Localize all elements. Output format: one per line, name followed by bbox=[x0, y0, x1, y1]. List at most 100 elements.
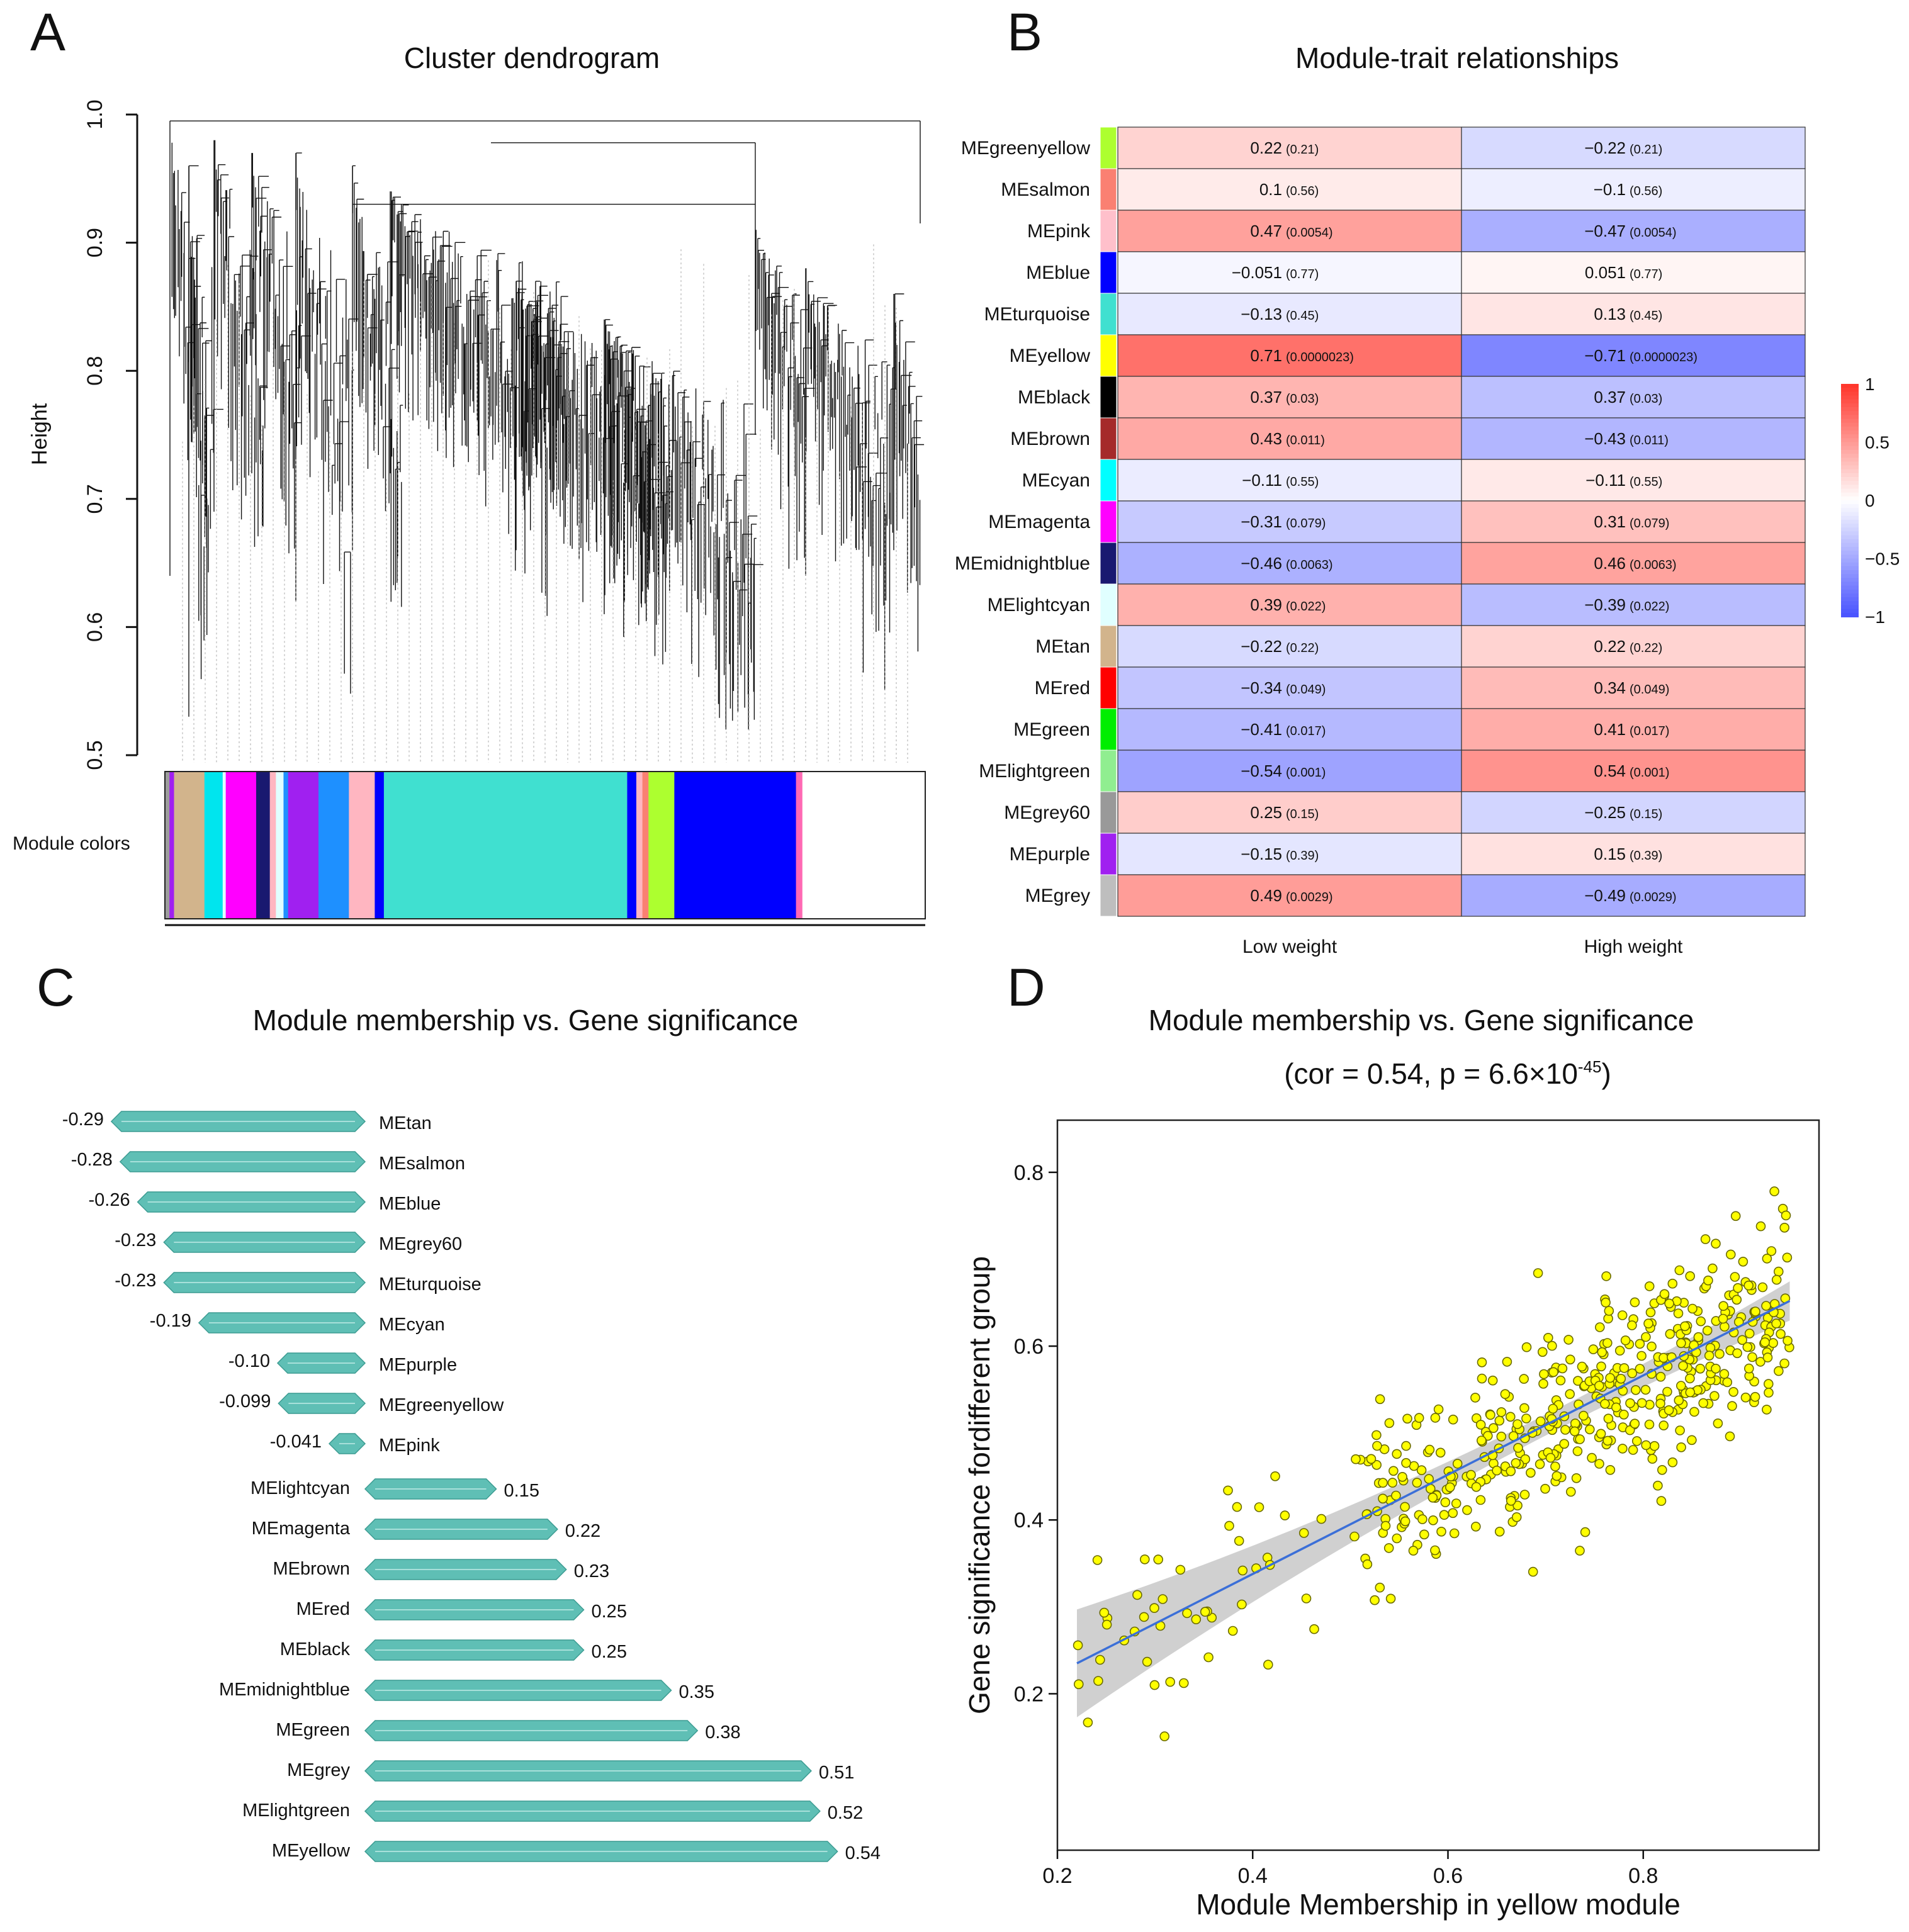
scatter-point bbox=[1616, 1374, 1626, 1384]
colorbar-step bbox=[1841, 554, 1859, 559]
module-label: MEblue bbox=[1026, 262, 1090, 283]
bar-value-label: -0.26 bbox=[88, 1190, 130, 1210]
heatmap-cell bbox=[1461, 542, 1806, 585]
scatter-point bbox=[1673, 1308, 1684, 1318]
scatter-point bbox=[1675, 1425, 1685, 1435]
module-color-segment bbox=[374, 772, 385, 919]
scatter-point bbox=[1428, 1515, 1438, 1525]
cell-pvalue: (0.022) bbox=[1286, 600, 1326, 614]
scatter-point bbox=[1511, 1512, 1522, 1522]
scatter-point bbox=[1387, 1478, 1398, 1488]
cell-value: 0.43 bbox=[1250, 429, 1282, 448]
scatter-point bbox=[1565, 1354, 1575, 1365]
scatter-point bbox=[1711, 1364, 1721, 1374]
heatmap-cell bbox=[1117, 417, 1462, 460]
scatter-point bbox=[1658, 1352, 1669, 1363]
scatter-point bbox=[1635, 1364, 1645, 1374]
scatter-point bbox=[1539, 1369, 1549, 1379]
scatter-point bbox=[1685, 1387, 1696, 1398]
scatter-point bbox=[1641, 1332, 1651, 1342]
scatter-point bbox=[1602, 1338, 1613, 1348]
scatter-point bbox=[1676, 1442, 1686, 1452]
colorbar-step bbox=[1841, 589, 1859, 594]
x-tick-label: 0.6 bbox=[1433, 1864, 1463, 1888]
panel-a: A Cluster dendrogram Height 0.5 0.6 0.7 0.8… bbox=[13, 3, 926, 926]
scatter-point bbox=[1139, 1612, 1149, 1622]
scatter-point bbox=[1667, 1457, 1678, 1468]
bar-module-label: MElightcyan bbox=[251, 1478, 350, 1498]
scatter-point bbox=[1436, 1527, 1446, 1537]
cell-pvalue: (0.03) bbox=[1286, 392, 1319, 406]
module-swatch bbox=[1100, 293, 1117, 335]
bar-value-label: -0.10 bbox=[228, 1351, 270, 1371]
module-color-segment bbox=[648, 772, 675, 919]
scatter-point bbox=[1263, 1660, 1273, 1670]
cell-pvalue: (0.0054) bbox=[1630, 226, 1677, 240]
scatter-point bbox=[1644, 1281, 1655, 1291]
scatter-point bbox=[1378, 1478, 1388, 1488]
colorbar-step bbox=[1841, 458, 1859, 463]
scatter-point bbox=[1595, 1322, 1605, 1332]
scatter-point bbox=[1674, 1265, 1685, 1276]
column-label: Low weight bbox=[1242, 936, 1337, 957]
scatter-point bbox=[1764, 1388, 1774, 1398]
scatter-point bbox=[1563, 1335, 1574, 1345]
scatter-point bbox=[1506, 1466, 1516, 1476]
scatter-point bbox=[1575, 1546, 1585, 1556]
bar-module-label: MEblack bbox=[280, 1639, 351, 1660]
cell-pvalue: (0.017) bbox=[1630, 724, 1669, 738]
scatter-point bbox=[1550, 1461, 1560, 1471]
scatter-point bbox=[1132, 1590, 1142, 1600]
colorbar-step bbox=[1841, 605, 1859, 610]
scatter-point bbox=[1571, 1473, 1582, 1483]
cell-pvalue: (0.21) bbox=[1286, 143, 1319, 157]
colorbar-step bbox=[1841, 473, 1859, 478]
cell-value: −0.43 bbox=[1584, 429, 1626, 448]
scatter-point bbox=[1764, 1379, 1774, 1389]
cell-pvalue: (0.77) bbox=[1286, 267, 1319, 281]
scatter-point bbox=[1191, 1614, 1202, 1624]
dendrogram-leaf-guides bbox=[182, 244, 908, 763]
bar-module-label: MEbrown bbox=[273, 1559, 351, 1579]
module-color-strip bbox=[164, 771, 926, 919]
scatter-point bbox=[1412, 1478, 1422, 1488]
scatter-point bbox=[1774, 1266, 1784, 1277]
scatter-point bbox=[1762, 1352, 1773, 1362]
cell-value: −0.31 bbox=[1241, 512, 1282, 531]
cell-pvalue: (0.55) bbox=[1630, 475, 1662, 489]
scatter-point bbox=[1658, 1420, 1669, 1430]
scatter-point bbox=[1401, 1457, 1411, 1468]
cell-value: 0.31 bbox=[1594, 512, 1626, 531]
colorbar-step bbox=[1841, 485, 1859, 490]
scatter-point bbox=[1560, 1425, 1570, 1435]
scatter-point bbox=[1781, 1210, 1791, 1221]
scatter-point bbox=[1588, 1344, 1599, 1354]
colorbar-tick-label: −0.5 bbox=[1865, 549, 1900, 569]
module-swatch bbox=[1100, 376, 1117, 418]
scatter-point bbox=[1704, 1351, 1715, 1361]
bar-value-label: -0.23 bbox=[115, 1230, 156, 1250]
dendrogram-tree bbox=[169, 120, 925, 763]
y-tick-label: 0.9 bbox=[83, 228, 107, 257]
scatter-point bbox=[1643, 1318, 1653, 1328]
cell-value: −0.13 bbox=[1241, 305, 1282, 323]
scatter-point bbox=[1594, 1381, 1604, 1391]
module-label: MEturquoise bbox=[984, 304, 1090, 325]
scatter-point bbox=[1566, 1486, 1576, 1497]
colorbar-step bbox=[1841, 446, 1859, 451]
scatter-point bbox=[1375, 1394, 1385, 1405]
colorbar-step bbox=[1841, 411, 1859, 416]
module-label: MElightcyan bbox=[988, 595, 1090, 615]
scatter-point bbox=[1600, 1399, 1610, 1409]
scatter-point bbox=[1384, 1418, 1395, 1429]
y-tick-label: 0.6 bbox=[1014, 1335, 1044, 1359]
dendrogram-y-label: Height bbox=[28, 403, 52, 465]
scatter-point bbox=[1200, 1607, 1210, 1617]
scatter-point bbox=[1309, 1624, 1319, 1634]
colorbar-step bbox=[1841, 418, 1859, 424]
cell-pvalue: (0.03) bbox=[1630, 392, 1662, 406]
scatter-point bbox=[1687, 1303, 1698, 1314]
colorbar-step bbox=[1841, 500, 1859, 505]
scatter-point bbox=[1605, 1465, 1616, 1475]
